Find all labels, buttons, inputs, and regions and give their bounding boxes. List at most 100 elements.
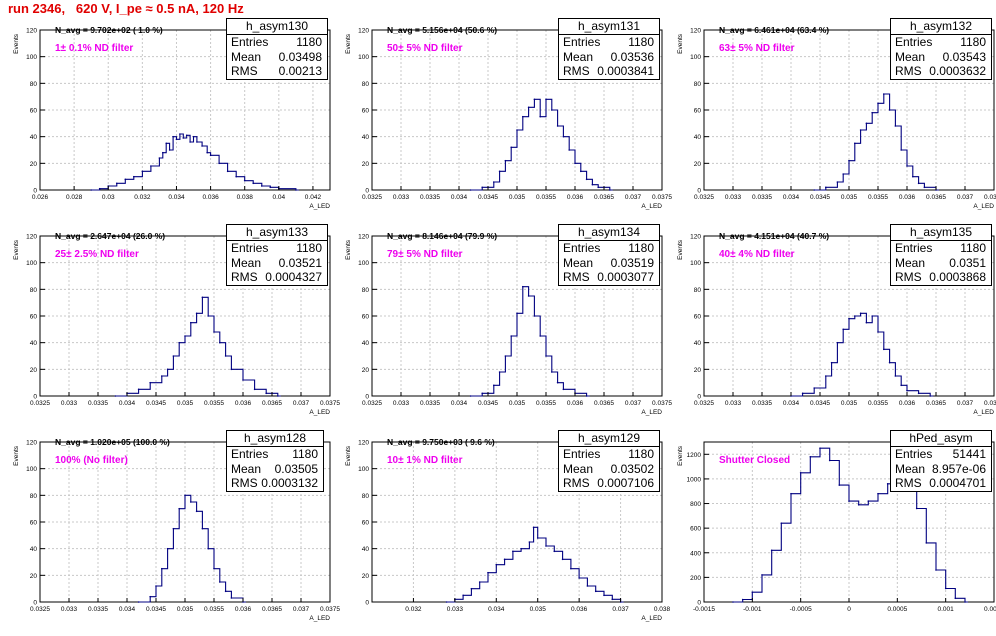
y-axis-title: Events bbox=[677, 445, 684, 466]
x-tick-label: 0.0335 bbox=[420, 400, 440, 407]
y-tick-label: 60 bbox=[30, 108, 38, 115]
histogram-bin bbox=[516, 129, 518, 131]
x-tick-label: 0.035 bbox=[509, 194, 526, 201]
histogram-bin bbox=[522, 285, 524, 288]
x-tick-label: 0.033 bbox=[61, 400, 78, 407]
histogram-bin bbox=[854, 142, 856, 145]
stats-row-mean: Mean 0.03505 bbox=[227, 462, 323, 477]
stats-value: 51441 bbox=[952, 447, 986, 461]
histogram-bin bbox=[867, 500, 870, 502]
x-tick-label: 0 bbox=[847, 606, 851, 613]
stats-value: 0.0004701 bbox=[929, 476, 986, 490]
histogram-bin bbox=[498, 170, 501, 173]
x-tick-label: 0.037 bbox=[957, 400, 974, 407]
histogram-bin bbox=[842, 328, 844, 331]
y-tick-label: 100 bbox=[358, 54, 369, 61]
x-tick-label: 0.0365 bbox=[926, 400, 946, 407]
histogram-bin bbox=[253, 388, 256, 391]
y-axis-title: Events bbox=[345, 33, 352, 54]
histogram-name: h_asym133 bbox=[227, 225, 327, 241]
x-tick-label: 0.001 bbox=[938, 606, 955, 613]
histogram-bin bbox=[923, 186, 926, 189]
histogram-bin bbox=[597, 186, 599, 189]
x-axis-title: A_LED bbox=[309, 409, 330, 416]
x-tick-label: 0.036 bbox=[235, 400, 252, 407]
histogram-bin bbox=[964, 601, 966, 603]
y-tick-label: 1000 bbox=[687, 476, 702, 483]
y-tick-label: 80 bbox=[694, 81, 702, 88]
y-axis-title: Events bbox=[345, 445, 352, 466]
y-tick-label: 60 bbox=[362, 314, 370, 321]
stats-row-mean: Mean 0.03536 bbox=[559, 50, 659, 65]
histogram-bin bbox=[877, 492, 879, 495]
x-tick-label: 0.042 bbox=[305, 194, 322, 201]
histogram-bin bbox=[470, 587, 473, 590]
x-axis-title: A_LED bbox=[641, 409, 662, 416]
histogram-bin bbox=[770, 549, 773, 552]
histogram-bin bbox=[545, 355, 547, 357]
y-tick-label: 120 bbox=[358, 28, 369, 35]
histogram-bin bbox=[137, 388, 140, 391]
x-tick-label: 0.0335 bbox=[752, 400, 772, 407]
y-tick-label: 100 bbox=[358, 466, 369, 473]
histogram-bin bbox=[277, 395, 279, 397]
histogram-bin bbox=[732, 601, 734, 603]
x-tick-label: 0.035 bbox=[177, 400, 194, 407]
stats-value: 1180 bbox=[960, 241, 986, 255]
x-tick-label: 0.0015 bbox=[984, 606, 996, 613]
stats-box: h_asym133 Entries 1180 Mean 0.03521 RMS 0.0004… bbox=[226, 224, 328, 286]
histogram-bin bbox=[585, 395, 588, 397]
y-tick-label: 80 bbox=[362, 493, 370, 500]
x-tick-label: 0.034 bbox=[488, 606, 505, 613]
stats-label: Mean bbox=[563, 461, 594, 476]
y-tick-label: 120 bbox=[690, 28, 701, 35]
histogram-bin bbox=[445, 601, 448, 603]
y-tick-label: 40 bbox=[30, 546, 38, 553]
stats-label: Mean bbox=[895, 255, 926, 270]
histogram-series bbox=[115, 296, 281, 397]
stats-label: Mean bbox=[895, 49, 926, 64]
histogram-plot: 0.0325 0.033 0.0335 0.034 0.0345 0.035 0.0355 0… bbox=[13, 234, 340, 417]
histogram-bin bbox=[218, 162, 220, 165]
histogram-bin bbox=[761, 574, 763, 576]
y-tick-label: 120 bbox=[690, 234, 701, 241]
histogram-bin bbox=[539, 115, 541, 118]
x-tick-label: 0.035 bbox=[530, 606, 547, 613]
stats-row-entries: Entries 1180 bbox=[559, 447, 659, 462]
stats-label: RMS bbox=[231, 476, 258, 490]
x-tick-label: 0.0325 bbox=[30, 606, 50, 613]
y-tick-label: 80 bbox=[30, 81, 38, 88]
x-tick-label: 0.036 bbox=[567, 194, 584, 201]
histogram-series bbox=[470, 286, 590, 397]
histogram-bin bbox=[90, 189, 92, 191]
histogram-bin bbox=[226, 170, 229, 173]
histogram-panel-hPed_asym: -0.0015 -0.001 -0.0005 0 0.0005 0.001 0.0015 0 2… bbox=[672, 430, 996, 636]
histogram-bin bbox=[848, 317, 850, 320]
stats-row-mean: Mean 0.03519 bbox=[559, 256, 659, 271]
histogram-name: h_asym129 bbox=[559, 431, 659, 447]
x-tick-label: 0.0365 bbox=[926, 194, 946, 201]
histogram-series bbox=[814, 93, 939, 191]
histogram-bin bbox=[562, 135, 565, 138]
histogram-bin bbox=[252, 182, 255, 185]
x-tick-label: 0.035 bbox=[841, 194, 858, 201]
histogram-bin bbox=[469, 395, 472, 397]
x-tick-label: 0.0345 bbox=[810, 400, 830, 407]
histogram-bin bbox=[495, 563, 498, 566]
x-tick-label: 0.034 bbox=[119, 400, 136, 407]
histogram-bin bbox=[830, 361, 833, 364]
histogram-bin bbox=[141, 170, 144, 173]
histogram-bin bbox=[166, 547, 169, 550]
y-tick-label: 20 bbox=[30, 367, 38, 374]
histogram-bin bbox=[510, 146, 512, 149]
histogram-bin bbox=[883, 348, 885, 351]
x-tick-label: 0.033 bbox=[725, 194, 742, 201]
histogram-bin bbox=[741, 598, 744, 601]
histogram-bin bbox=[172, 135, 174, 138]
stats-value: 0.0003132 bbox=[261, 476, 318, 490]
y-tick-label: 80 bbox=[362, 287, 370, 294]
histogram-bin bbox=[195, 510, 198, 513]
y-axis-title: Events bbox=[13, 33, 20, 54]
histogram-panel-h_asym132: 0.0325 0.033 0.0335 0.034 0.0345 0.035 0.0355 0… bbox=[672, 18, 996, 224]
filter-label: 1± 0.1% ND filter bbox=[55, 43, 134, 54]
